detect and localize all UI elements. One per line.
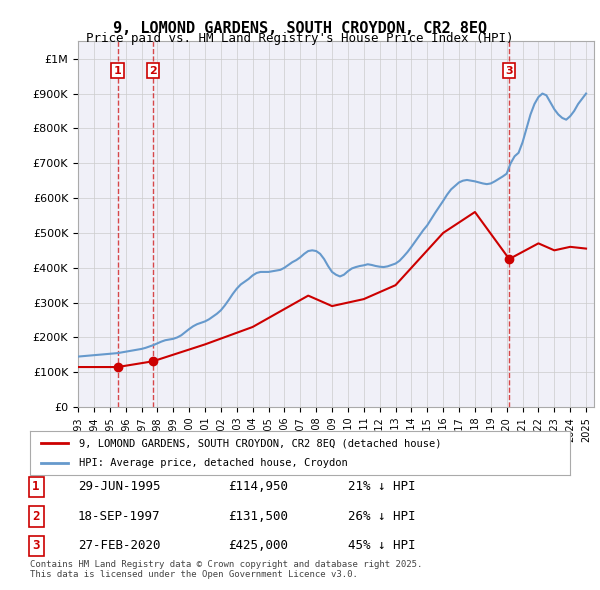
Text: £131,500: £131,500 bbox=[228, 510, 288, 523]
Text: Contains HM Land Registry data © Crown copyright and database right 2025.
This d: Contains HM Land Registry data © Crown c… bbox=[30, 560, 422, 579]
Text: 29-JUN-1995: 29-JUN-1995 bbox=[78, 480, 161, 493]
Text: 2: 2 bbox=[32, 510, 40, 523]
Text: 9, LOMOND GARDENS, SOUTH CROYDON, CR2 8EQ: 9, LOMOND GARDENS, SOUTH CROYDON, CR2 8E… bbox=[113, 21, 487, 35]
Text: 1: 1 bbox=[32, 480, 40, 493]
Text: 26% ↓ HPI: 26% ↓ HPI bbox=[348, 510, 415, 523]
Text: 18-SEP-1997: 18-SEP-1997 bbox=[78, 510, 161, 523]
Text: £114,950: £114,950 bbox=[228, 480, 288, 493]
Text: 27-FEB-2020: 27-FEB-2020 bbox=[78, 539, 161, 552]
Text: 3: 3 bbox=[505, 65, 513, 76]
Text: HPI: Average price, detached house, Croydon: HPI: Average price, detached house, Croy… bbox=[79, 458, 347, 467]
Text: Price paid vs. HM Land Registry's House Price Index (HPI): Price paid vs. HM Land Registry's House … bbox=[86, 32, 514, 45]
Text: 9, LOMOND GARDENS, SOUTH CROYDON, CR2 8EQ (detached house): 9, LOMOND GARDENS, SOUTH CROYDON, CR2 8E… bbox=[79, 438, 441, 448]
Text: 45% ↓ HPI: 45% ↓ HPI bbox=[348, 539, 415, 552]
Text: 3: 3 bbox=[32, 539, 40, 552]
Text: 21% ↓ HPI: 21% ↓ HPI bbox=[348, 480, 415, 493]
Text: 2: 2 bbox=[149, 65, 157, 76]
Text: £425,000: £425,000 bbox=[228, 539, 288, 552]
Text: 1: 1 bbox=[113, 65, 121, 76]
